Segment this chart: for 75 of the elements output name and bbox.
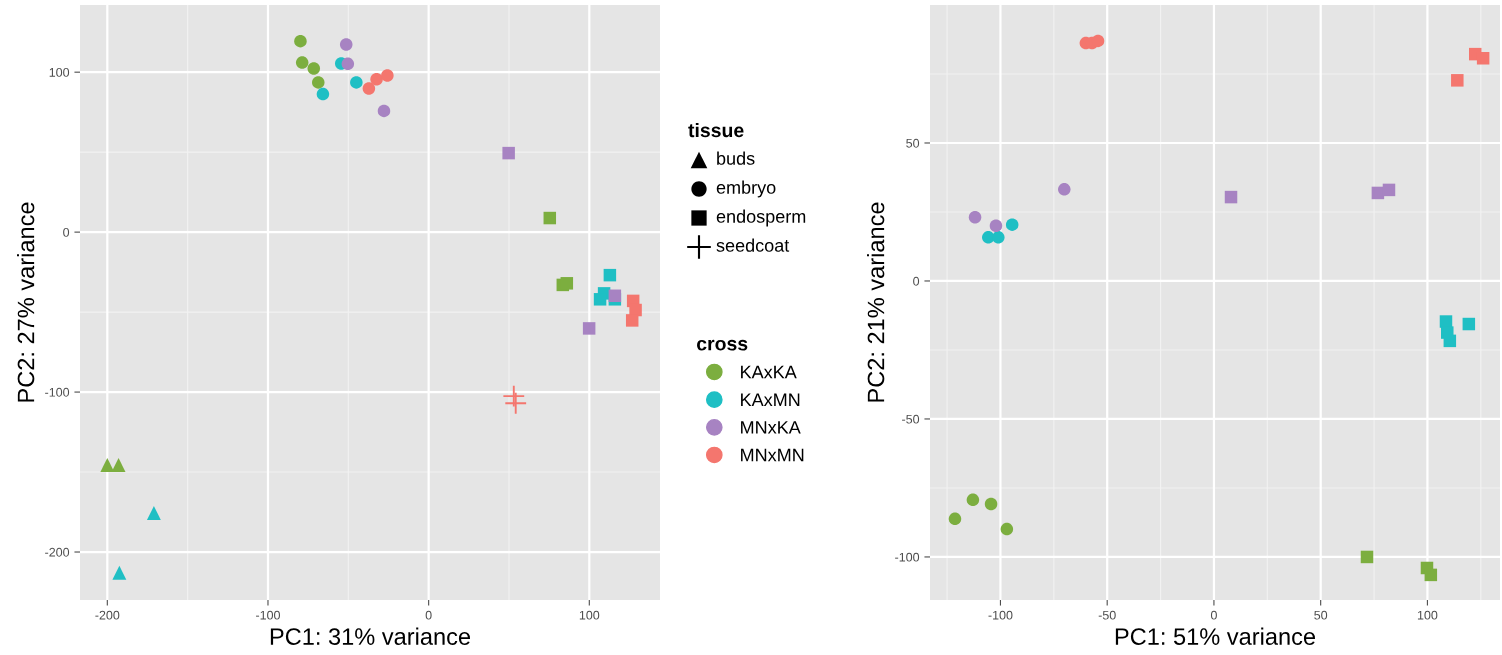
text: tissue [688,122,744,138]
y-tick-label: 0 [63,227,70,237]
point [1360,550,1374,564]
point [339,38,353,51]
point [112,565,127,580]
point [989,219,1003,233]
legend-label: MNxMN [741,448,804,462]
point [966,493,980,507]
point [593,293,607,306]
point [503,385,525,407]
y-tick-label: 50 [906,138,920,148]
point [294,34,307,48]
point [370,72,383,86]
point [350,76,363,89]
x-tick-label: 50 [1314,610,1328,620]
x-axis-title: PC1: 51% variance [1115,627,1316,645]
x-tick-label: -100 [256,610,280,620]
point [316,87,330,101]
point [1224,190,1238,204]
point [341,57,355,71]
point [1058,183,1071,196]
text: seedcoat [716,238,790,252]
point [1476,52,1490,65]
point [146,506,161,520]
point [1443,334,1457,348]
point [1000,522,1014,536]
y-tick-label: 100 [49,67,70,77]
text: embryo [716,180,776,198]
x-tick-label: 100 [1417,610,1438,620]
point [1382,183,1396,197]
point [505,392,527,414]
y-tick-label: -200 [45,547,70,557]
x-tick-label: -200 [95,610,120,620]
y-tick-label: -100 [45,387,70,397]
point [377,104,391,118]
y-tick-label: -100 [895,552,920,562]
point [582,322,596,335]
x-tick-label: 0 [425,610,432,620]
point [984,497,998,511]
point [625,314,639,327]
point [543,211,557,225]
point [307,62,321,75]
point [1424,568,1438,582]
point [312,76,325,89]
point [100,458,115,472]
x-axis-title: PC1: 31% variance [270,627,471,645]
point [608,289,622,303]
y-tick-label: 0 [913,276,920,286]
text: buds [717,151,755,165]
point [1091,34,1105,48]
point [295,56,309,69]
point [1005,218,1019,231]
legend-title: cross [697,339,748,351]
point [362,82,376,95]
y-tick-label: -50 [902,414,920,424]
y-axis-title: PC2: 21% variance [867,202,885,402]
legend-label: KAxKA [741,365,797,379]
point [992,231,1005,244]
point [1451,74,1464,87]
legend-label: KAxMN [741,393,800,406]
point [111,458,126,472]
point [502,146,515,160]
point [968,210,982,224]
point [560,277,574,290]
text: endosperm [716,209,806,227]
point [948,512,962,526]
x-tick-label: 0 [1210,610,1217,620]
point [1462,317,1476,331]
x-tick-label: -50 [1098,610,1116,620]
point [603,268,617,282]
x-tick-label: 100 [579,610,600,620]
x-tick-label: -100 [988,610,1013,620]
legend-label: MNxKA [741,421,801,434]
point [381,69,394,82]
y-axis-title: PC2: 27% variance [17,202,35,402]
